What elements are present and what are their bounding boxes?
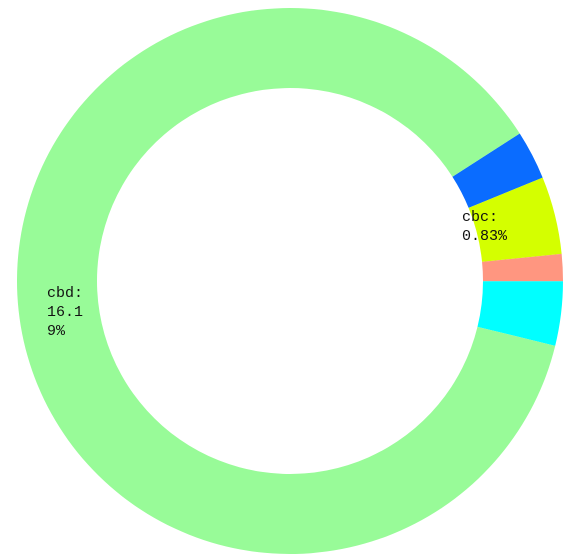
slice-label: cbc: 0.83%: [462, 209, 508, 245]
donut-slice: [452, 133, 543, 208]
donut-slice: [482, 253, 563, 282]
donut-slice: [468, 177, 562, 262]
slice-label: cbd: 16.19%: [47, 285, 84, 340]
donut-slice: [477, 281, 563, 346]
donut-slice: [16, 7, 556, 554]
